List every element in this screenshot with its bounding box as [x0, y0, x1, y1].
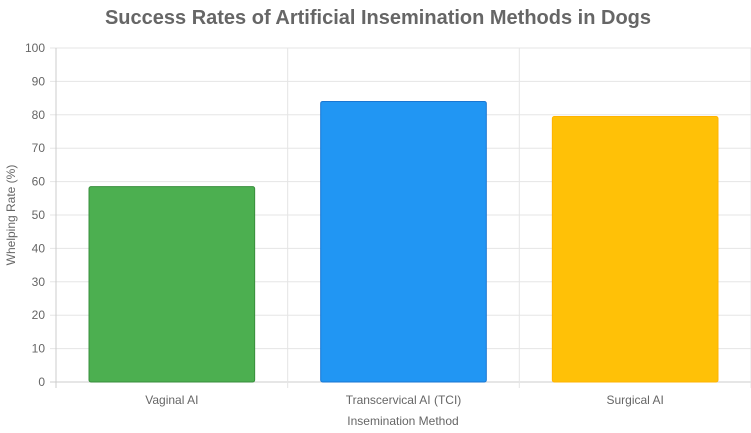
- y-tick-label: 10: [32, 342, 46, 356]
- bars: [88, 100, 719, 383]
- bar: [320, 100, 487, 383]
- bar: [88, 186, 256, 383]
- chart-title: Success Rates of Artificial Insemination…: [105, 7, 651, 29]
- x-axis-title: Insemination Method: [347, 414, 458, 428]
- y-axis-ticks: 0 10 20 30 40 50 60 70 80 90 100: [25, 41, 45, 389]
- x-tick-label: Surgical AI: [606, 393, 663, 407]
- x-tick-label: Transcervical AI (TCI): [346, 393, 462, 407]
- y-tick-label: 0: [38, 375, 45, 389]
- y-tick-label: 80: [32, 108, 46, 122]
- y-tick-label: 50: [32, 208, 46, 222]
- y-tick-label: 60: [32, 175, 46, 189]
- x-axis-ticks: Vaginal AI Transcervical AI (TCI) Surgical…: [145, 393, 664, 407]
- y-tick-label: 90: [32, 74, 46, 88]
- y-tick-label: 30: [32, 275, 46, 289]
- y-tick-label: 70: [32, 141, 46, 155]
- y-tick-label: 100: [25, 41, 45, 55]
- y-tick-label: 40: [32, 241, 46, 255]
- y-tick-label: 20: [32, 308, 46, 322]
- bar: [551, 115, 719, 383]
- y-axis-title: Whelping Rate (%): [4, 165, 18, 266]
- x-tick-label: Vaginal AI: [145, 393, 198, 407]
